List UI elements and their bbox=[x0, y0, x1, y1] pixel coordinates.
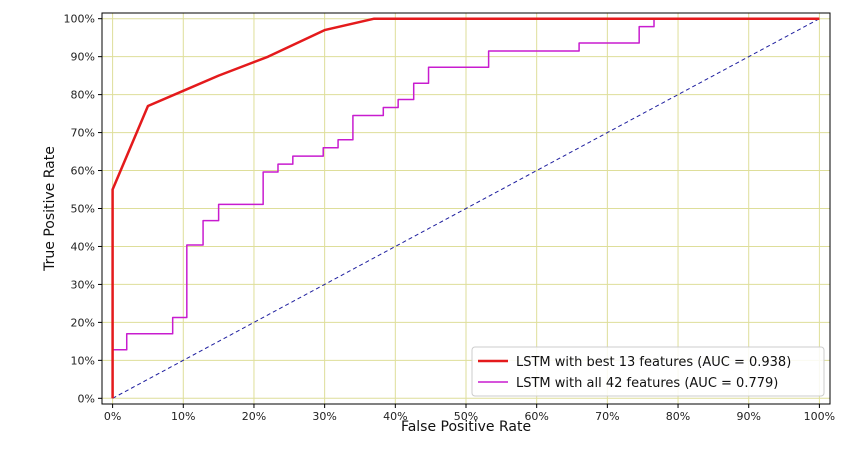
x-tick-label: 100% bbox=[804, 410, 835, 423]
x-tick-label: 30% bbox=[312, 410, 336, 423]
y-tick-label: 90% bbox=[71, 51, 95, 64]
y-tick-label: 50% bbox=[71, 203, 95, 216]
y-tick-label: 70% bbox=[71, 127, 95, 140]
legend-box bbox=[471, 346, 825, 397]
x-tick-label: 0% bbox=[104, 410, 121, 423]
x-tick-label: 50% bbox=[454, 410, 478, 423]
y-tick-label: 20% bbox=[71, 316, 95, 329]
y-tick-label: 60% bbox=[71, 165, 95, 178]
y-tick-label: 0% bbox=[78, 392, 95, 405]
y-tick-label: 100% bbox=[64, 13, 95, 26]
x-tick-label: 80% bbox=[666, 410, 690, 423]
y-axis-label: True Positive Rate bbox=[42, 146, 58, 272]
y-tick-label: 40% bbox=[71, 240, 95, 253]
x-axis-label: False Positive Rate bbox=[401, 419, 531, 435]
y-tick-label: 80% bbox=[71, 89, 95, 102]
chance-diagonal-line bbox=[112, 18, 820, 399]
x-tick-label: 90% bbox=[736, 410, 760, 423]
legend-label-all42: LSTM with all 42 features (AUC = 0.779) bbox=[516, 376, 778, 391]
series-layer bbox=[111, 17, 820, 399]
tick-layer: 0% 0% 10% 10% 20% 20% 30% 30% 40% 40% 50% 50% 60% 60%… bbox=[64, 13, 836, 423]
legend: LSTM with best 13 features (AUC = 0.938)… bbox=[471, 346, 825, 397]
x-tick-label: 40% bbox=[383, 410, 407, 423]
y-tick-label: 30% bbox=[71, 278, 95, 291]
x-tick-label: 20% bbox=[242, 410, 266, 423]
legend-label-best13: LSTM with best 13 features (AUC = 0.938) bbox=[516, 355, 791, 370]
series-line-all42 bbox=[111, 17, 820, 399]
x-tick-label: 10% bbox=[171, 410, 195, 423]
x-tick-label: 70% bbox=[595, 410, 619, 423]
x-tick-label: 60% bbox=[524, 410, 548, 423]
series-line-best13 bbox=[111, 17, 820, 399]
y-tick-label: 10% bbox=[71, 354, 95, 367]
